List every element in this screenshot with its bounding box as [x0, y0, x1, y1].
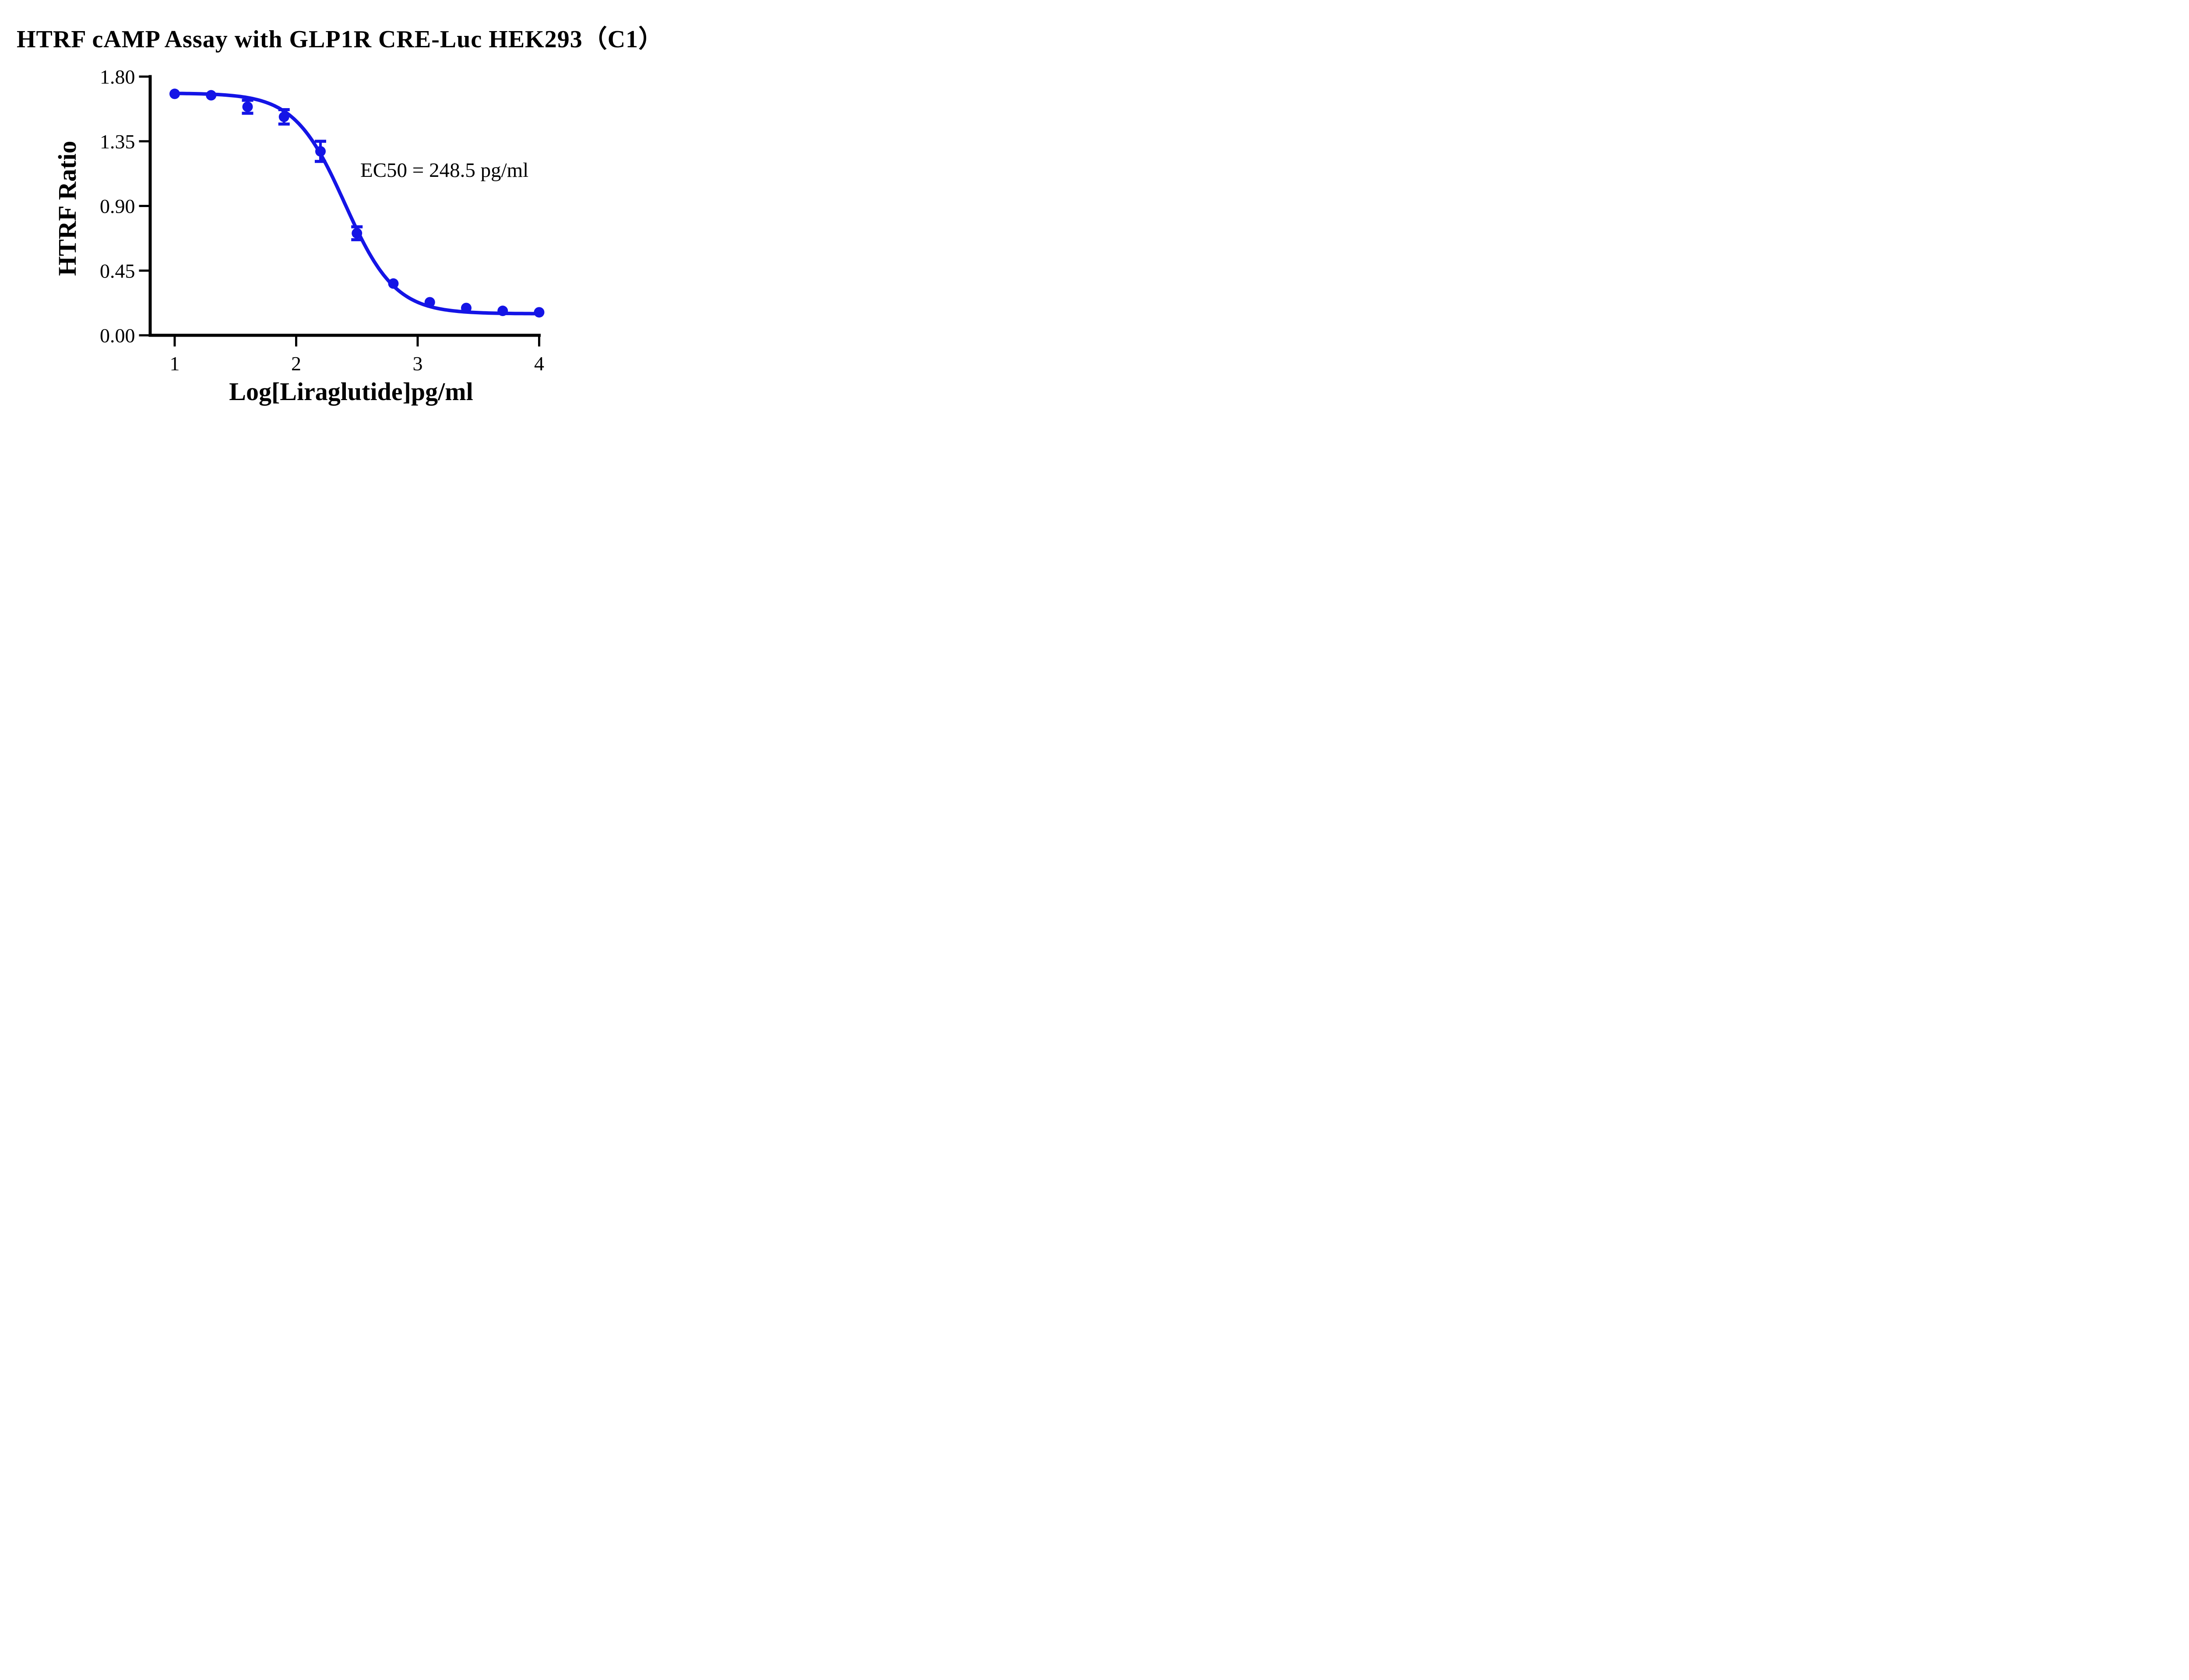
data-point	[206, 90, 217, 101]
y-tick-label: 1.80	[100, 66, 135, 88]
data-point	[352, 228, 362, 239]
y-axis-title: HTRF Ratio	[53, 141, 81, 276]
chart-canvas: 0.00 0.45 0.90 1.35 1.80 1 2 3 4 HTRF Ratio Log[Li…	[53, 66, 545, 406]
data-point	[424, 297, 435, 308]
dose-response-curve	[173, 91, 541, 316]
x-tick-label: 1	[170, 352, 180, 375]
chart-title: HTRF cAMP Assay with GLP1R CRE-Luc HEK29…	[17, 26, 664, 53]
x-tick-label: 3	[413, 352, 423, 375]
data-point	[534, 307, 545, 318]
x-tick-label: 4	[534, 352, 544, 375]
data-point	[242, 101, 253, 112]
data-point	[278, 111, 289, 122]
y-tick-label: 1.35	[100, 130, 135, 153]
data-point	[461, 302, 472, 313]
data-point	[315, 146, 326, 157]
y-tick-label: 0.45	[100, 260, 135, 282]
y-tick-label: 0.00	[100, 324, 135, 347]
x-axis-title: Log[Liraglutide]pg/ml	[229, 377, 473, 406]
x-tick-label: 2	[291, 352, 301, 375]
data-point	[169, 88, 180, 99]
data-point	[388, 278, 399, 289]
chart-figure: HTRF cAMP Assay with GLP1R CRE-Luc HEK29…	[0, 0, 689, 420]
data-point	[497, 306, 508, 316]
ec50-annotation: EC50 = 248.5 pg/ml	[360, 159, 528, 182]
y-tick-label: 0.90	[100, 195, 135, 218]
